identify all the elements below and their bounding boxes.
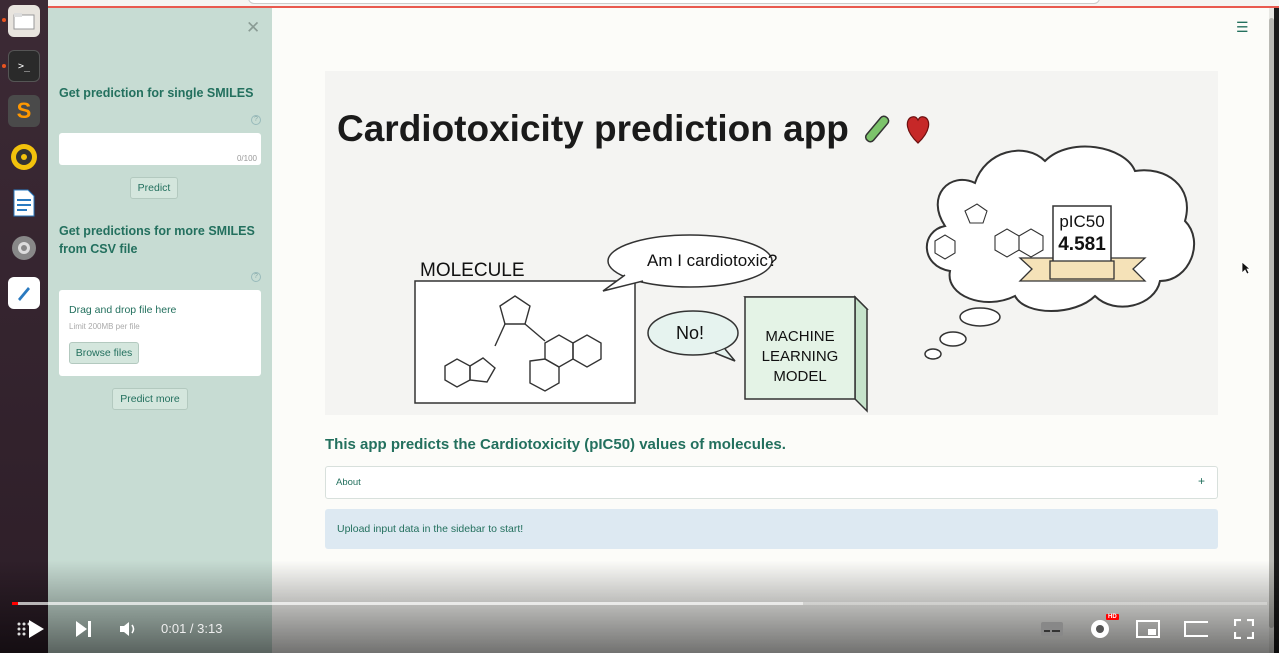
browse-files-button[interactable]: Browse files [69,342,139,364]
model-line1: MACHINE [765,328,835,345]
answer-text: No! [676,323,705,343]
file-uploader[interactable]: Drag and drop file here Limit 200MB per … [59,290,261,376]
smiles-input[interactable] [59,133,261,165]
speech-bubble [607,234,773,288]
theater-mode-icon[interactable] [1184,617,1208,641]
next-icon[interactable] [72,617,96,641]
address-bar[interactable] [248,0,1100,4]
char-count: 0/100 [236,154,257,163]
molecule-structure [444,295,602,392]
progress-bar[interactable] [12,602,1267,605]
about-label: About [336,477,361,488]
model-line3: MODEL [773,368,827,385]
app-description: This app predicts the Cardiotoxicity (pI… [325,436,786,453]
pic50-card [1052,205,1112,269]
sidebar: ✕ Get prediction for single SMILES ? 0/1… [48,8,272,653]
drop-limit: Limit 200MB per file [69,322,140,331]
progress-played [12,602,19,605]
ubuntu-dock: >_ S [0,0,48,653]
hd-badge: HD [1106,614,1119,620]
banner-title-text: Cardiotoxicity prediction app [337,108,849,149]
answer-bubble [647,310,739,356]
help-icon[interactable]: ? [251,115,261,125]
csv-title: Get predictions for more SMILES from CSV… [59,222,255,258]
single-smiles-title: Get prediction for single SMILES [59,86,254,100]
scrollbar-thumb[interactable] [1269,18,1274,628]
files-icon[interactable] [8,5,40,37]
question-text: Am I cardiotoxic? [647,251,778,270]
miniplayer-icon[interactable] [1136,617,1160,641]
subtitles-icon[interactable] [1040,617,1064,641]
mouse-cursor-icon [1241,261,1251,275]
menu-icon[interactable]: ☰ [1236,19,1249,35]
streamlit-app: ✕ Get prediction for single SMILES ? 0/1… [48,8,1274,653]
csv-title-line1: Get predictions for more SMILES [59,224,255,238]
banner-title: Cardiotoxicity prediction app [337,108,933,150]
scrollbar[interactable] [1269,8,1274,653]
plus-icon[interactable]: + [1197,474,1205,488]
browser-chrome [48,0,1279,8]
molecule-box [414,280,636,404]
play-icon[interactable] [24,617,48,641]
model-label: MACHINE LEARNING MODEL [745,327,855,387]
molecule-label: MOLECULE [420,260,525,281]
video-time: 0:01 / 3:13 [161,621,223,636]
metric-value: 4.581 [1058,234,1106,255]
test-tube-icon [865,115,890,143]
metric-label: pIC50 [1059,212,1105,231]
ml-cube [744,296,856,400]
video-player-controls [0,560,1279,653]
info-text: Upload input data in the sidebar to star… [337,523,524,535]
progress-buffered [12,602,803,605]
heart-icon [907,116,930,144]
help-icon[interactable]: ? [251,272,261,282]
banner-image: Cardiotoxicity prediction app [325,71,1218,415]
predict-button[interactable]: Predict [130,177,178,199]
grid-icon [12,617,36,641]
info-alert: Upload input data in the sidebar to star… [325,509,1218,549]
sublime-text-icon[interactable]: S [8,95,40,127]
fullscreen-icon[interactable] [1232,617,1256,641]
drop-title: Drag and drop file here [69,304,177,316]
running-indicator [2,18,6,22]
smiles-text-area[interactable]: 0/100 [59,133,261,165]
libreoffice-writer-icon[interactable] [8,187,40,219]
settings-gear-icon[interactable] [1088,617,1112,641]
about-expander[interactable]: About + [325,466,1218,499]
close-icon[interactable]: ✕ [246,18,261,37]
csv-title-line2: from CSV file [59,242,138,256]
illustration [414,145,1195,413]
running-indicator [2,64,6,68]
terminal-icon[interactable]: >_ [8,50,40,82]
settings-icon[interactable] [8,232,40,264]
text-editor-icon[interactable] [8,277,40,309]
rhythmbox-icon[interactable] [8,141,40,173]
predict-more-button[interactable]: Predict more [112,388,188,410]
volume-icon[interactable] [117,617,141,641]
model-line2: LEARNING [761,348,839,365]
